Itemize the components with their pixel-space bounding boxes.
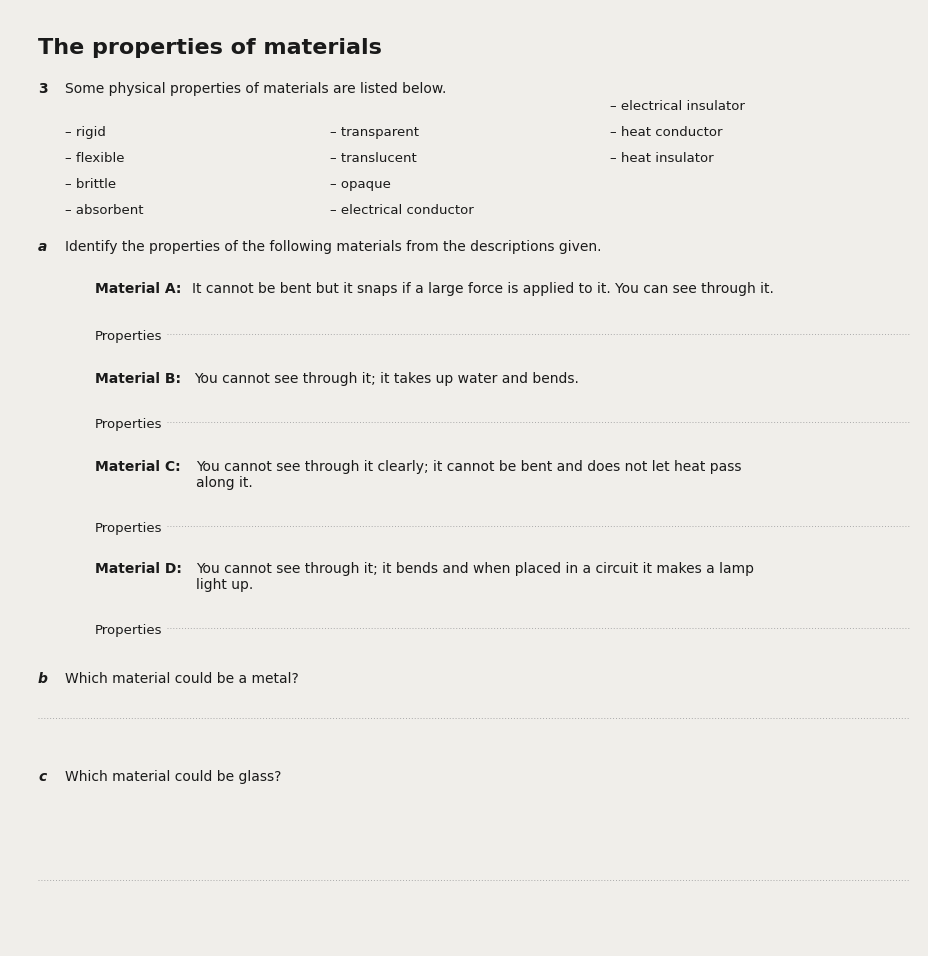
Text: – heat conductor: – heat conductor [610, 126, 722, 139]
Text: It cannot be bent but it snaps if a large force is applied to it. You can see th: It cannot be bent but it snaps if a larg… [192, 282, 773, 296]
Text: Which material could be glass?: Which material could be glass? [65, 770, 281, 784]
Text: The properties of materials: The properties of materials [38, 38, 381, 58]
Text: Properties: Properties [95, 624, 162, 637]
Text: Some physical properties of materials are listed below.: Some physical properties of materials ar… [65, 82, 445, 96]
Text: Properties: Properties [95, 522, 162, 535]
Text: Identify the properties of the following materials from the descriptions given.: Identify the properties of the following… [65, 240, 600, 254]
Text: Material A:: Material A: [95, 282, 181, 296]
Text: – electrical conductor: – electrical conductor [329, 204, 473, 217]
Text: Material C:: Material C: [95, 460, 180, 474]
Text: a: a [38, 240, 47, 254]
Text: You cannot see through it clearly; it cannot be bent and does not let heat pass
: You cannot see through it clearly; it ca… [196, 460, 741, 490]
Text: – transparent: – transparent [329, 126, 419, 139]
Text: c: c [38, 770, 46, 784]
Text: Material B:: Material B: [95, 372, 181, 386]
Text: – rigid: – rigid [65, 126, 106, 139]
Text: b: b [38, 672, 48, 686]
Text: Which material could be a metal?: Which material could be a metal? [65, 672, 299, 686]
Text: – opaque: – opaque [329, 178, 391, 191]
Text: – absorbent: – absorbent [65, 204, 143, 217]
Text: – heat insulator: – heat insulator [610, 152, 713, 165]
Text: 3: 3 [38, 82, 47, 96]
Text: – flexible: – flexible [65, 152, 124, 165]
Text: Material D:: Material D: [95, 562, 182, 576]
Text: Properties: Properties [95, 330, 162, 343]
Text: – translucent: – translucent [329, 152, 417, 165]
Text: – brittle: – brittle [65, 178, 116, 191]
Text: You cannot see through it; it bends and when placed in a circuit it makes a lamp: You cannot see through it; it bends and … [196, 562, 754, 592]
Text: Properties: Properties [95, 418, 162, 431]
Text: You cannot see through it; it takes up water and bends.: You cannot see through it; it takes up w… [194, 372, 578, 386]
Text: – electrical insulator: – electrical insulator [610, 100, 744, 113]
